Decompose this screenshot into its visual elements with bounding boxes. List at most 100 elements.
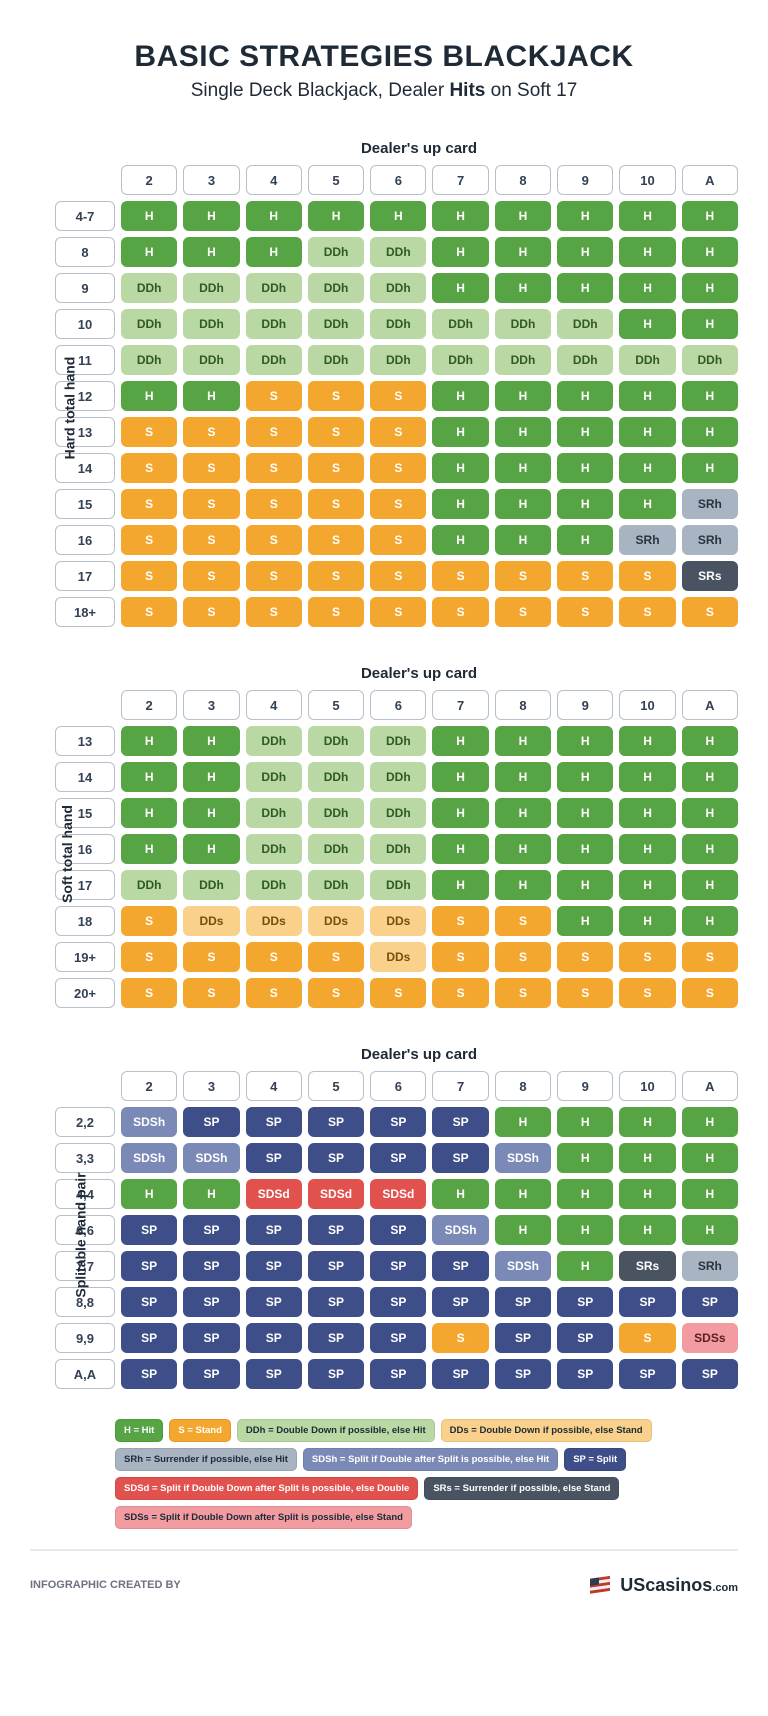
action-cell: H (495, 417, 551, 447)
action-cell: SP (682, 1359, 738, 1389)
action-cell: SDSh (183, 1143, 239, 1173)
action-cell: H (557, 906, 613, 936)
action-cell: DDh (557, 345, 613, 375)
action-cell: H (682, 798, 738, 828)
action-cell: H (619, 381, 675, 411)
action-cell: H (619, 906, 675, 936)
action-cell: H (121, 726, 177, 756)
action-cell: H (121, 834, 177, 864)
action-cell: SP (370, 1359, 426, 1389)
dealer-header: 2 (121, 1071, 177, 1101)
dealer-header: 8 (495, 1071, 551, 1101)
action-cell: H (557, 417, 613, 447)
action-cell: SP (183, 1107, 239, 1137)
action-cell: H (495, 525, 551, 555)
row-header: 13 (55, 726, 115, 756)
action-cell: S (370, 417, 426, 447)
action-cell: S (682, 942, 738, 972)
action-cell: H (121, 381, 177, 411)
action-cell: DDh (246, 273, 302, 303)
dealer-header: 7 (432, 165, 488, 195)
action-cell: S (308, 381, 364, 411)
action-cell: H (557, 1215, 613, 1245)
action-cell: H (495, 489, 551, 519)
action-cell: S (183, 561, 239, 591)
action-cell: SP (370, 1107, 426, 1137)
dealer-header: 9 (557, 1071, 613, 1101)
action-cell: DDh (370, 309, 426, 339)
action-cell: DDh (246, 798, 302, 828)
action-cell: SP (495, 1287, 551, 1317)
action-cell: SP (246, 1251, 302, 1281)
legend-item: S = Stand (169, 1419, 231, 1442)
action-cell: H (619, 201, 675, 231)
action-cell: DDh (370, 798, 426, 828)
dealer-header: 2 (121, 165, 177, 195)
action-cell: SP (432, 1251, 488, 1281)
legend-item: SRh = Surrender if possible, else Hit (115, 1448, 297, 1471)
action-cell: H (682, 1179, 738, 1209)
dealer-header: 8 (495, 165, 551, 195)
action-cell: H (432, 381, 488, 411)
action-cell: S (370, 978, 426, 1008)
action-cell: SP (183, 1323, 239, 1353)
action-cell: H (432, 762, 488, 792)
action-cell: SP (183, 1359, 239, 1389)
dealer-label-soft: Dealer's up card (100, 665, 738, 682)
action-cell: DDh (121, 273, 177, 303)
hard-grid: 2345678910A4-7HHHHHHHHHH8HHHDDhDDhHHHHH9… (55, 165, 738, 627)
action-cell: SP (308, 1359, 364, 1389)
hard-section: Hard total hand Dealer's up card 2345678… (30, 140, 738, 627)
dealer-header: 5 (308, 165, 364, 195)
action-cell: S (183, 417, 239, 447)
action-cell: H (557, 834, 613, 864)
action-cell: H (557, 273, 613, 303)
action-cell: SP (246, 1215, 302, 1245)
hard-side-label: Hard total hand (61, 357, 77, 460)
action-cell: S (246, 417, 302, 447)
action-cell: SP (308, 1287, 364, 1317)
action-cell: S (432, 978, 488, 1008)
action-cell: S (183, 942, 239, 972)
row-header: 4-7 (55, 201, 115, 231)
action-cell: SDSd (308, 1179, 364, 1209)
action-cell: SDSh (121, 1107, 177, 1137)
action-cell: H (619, 798, 675, 828)
row-header: 9 (55, 273, 115, 303)
action-cell: H (557, 237, 613, 267)
action-cell: S (432, 942, 488, 972)
action-cell: SP (557, 1287, 613, 1317)
action-cell: H (557, 489, 613, 519)
action-cell: SP (495, 1323, 551, 1353)
action-cell: H (495, 798, 551, 828)
action-cell: SRh (682, 1251, 738, 1281)
action-cell: S (495, 978, 551, 1008)
action-cell: S (121, 561, 177, 591)
action-cell: DDh (370, 345, 426, 375)
action-cell: DDh (308, 834, 364, 864)
action-cell: S (308, 453, 364, 483)
action-cell: H (557, 1107, 613, 1137)
action-cell: H (619, 762, 675, 792)
legend-item: SDSs = Split if Double Down after Split … (115, 1506, 412, 1529)
action-cell: S (495, 561, 551, 591)
action-cell: H (370, 201, 426, 231)
action-cell: S (557, 597, 613, 627)
flag-icon (588, 1573, 612, 1597)
action-cell: DDh (495, 345, 551, 375)
brand-com: .com (712, 1582, 738, 1594)
action-cell: SP (557, 1323, 613, 1353)
action-cell: DDs (370, 942, 426, 972)
action-cell: SP (121, 1359, 177, 1389)
action-cell: H (682, 309, 738, 339)
action-cell: H (682, 201, 738, 231)
legend-item: H = Hit (115, 1419, 163, 1442)
action-cell: DDs (183, 906, 239, 936)
subtitle-pre: Single Deck Blackjack, Dealer (191, 80, 450, 101)
action-cell: H (682, 453, 738, 483)
legend-item: SDSh = Split if Double after Split is po… (303, 1448, 558, 1471)
action-cell: S (432, 906, 488, 936)
action-cell: DDh (432, 345, 488, 375)
row-header: 9,9 (55, 1323, 115, 1353)
action-cell: DDh (308, 798, 364, 828)
